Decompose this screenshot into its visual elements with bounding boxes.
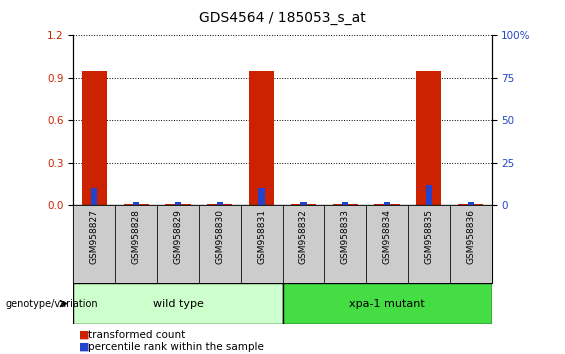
Text: genotype/variation: genotype/variation: [6, 298, 98, 309]
Bar: [375, 204, 399, 205]
Bar: [300, 202, 307, 205]
Bar: [124, 204, 149, 205]
Text: ■: ■: [79, 330, 90, 339]
Bar: [467, 202, 474, 205]
Bar: [157, 205, 199, 283]
Text: wild type: wild type: [153, 298, 203, 309]
Bar: [115, 205, 157, 283]
Bar: [166, 204, 190, 205]
Text: GSM958827: GSM958827: [90, 209, 99, 264]
Bar: [291, 204, 316, 205]
Text: transformed count: transformed count: [88, 330, 185, 339]
Bar: [82, 71, 107, 205]
Bar: [342, 202, 349, 205]
Bar: [216, 202, 223, 205]
Bar: [416, 71, 441, 205]
Text: GSM958834: GSM958834: [383, 209, 392, 264]
Text: percentile rank within the sample: percentile rank within the sample: [88, 342, 263, 352]
Text: ■: ■: [79, 342, 90, 352]
Bar: [199, 205, 241, 283]
Bar: [425, 185, 432, 205]
Bar: [366, 205, 408, 283]
Text: xpa-1 mutant: xpa-1 mutant: [349, 298, 425, 309]
Bar: [91, 188, 98, 205]
Bar: [133, 202, 140, 205]
Text: GSM958832: GSM958832: [299, 209, 308, 264]
Text: GSM958835: GSM958835: [424, 209, 433, 264]
Text: GSM958833: GSM958833: [341, 209, 350, 264]
Bar: [241, 205, 282, 283]
Text: GSM958831: GSM958831: [257, 209, 266, 264]
Bar: [408, 205, 450, 283]
Bar: [249, 71, 274, 205]
Bar: [175, 202, 181, 205]
Bar: [73, 205, 115, 283]
Bar: [458, 204, 483, 205]
Bar: [282, 283, 492, 324]
Bar: [333, 204, 358, 205]
Bar: [207, 204, 232, 205]
Text: GDS4564 / 185053_s_at: GDS4564 / 185053_s_at: [199, 11, 366, 25]
Bar: [73, 283, 282, 324]
Bar: [324, 205, 366, 283]
Bar: [258, 188, 265, 205]
Text: GSM958836: GSM958836: [466, 209, 475, 264]
Text: GSM958830: GSM958830: [215, 209, 224, 264]
Text: GSM958828: GSM958828: [132, 209, 141, 264]
Text: GSM958829: GSM958829: [173, 209, 182, 264]
Bar: [384, 202, 390, 205]
Bar: [282, 205, 324, 283]
Bar: [450, 205, 492, 283]
